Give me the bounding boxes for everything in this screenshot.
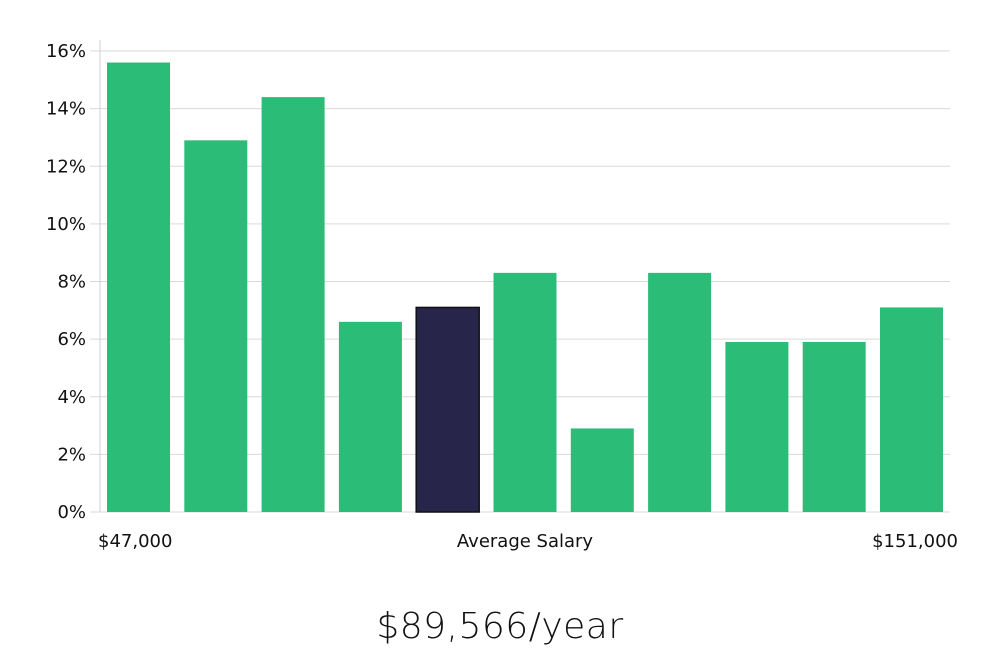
bar-highlight-average (415, 306, 480, 513)
bar (880, 307, 943, 512)
bar (184, 140, 248, 512)
y-tick-label: 2% (57, 444, 86, 465)
x-axis-title: Average Salary (457, 531, 594, 552)
y-tick-label: 12% (46, 156, 86, 177)
x-label-max: $151,000 (872, 531, 958, 552)
y-tick-label: 14% (46, 99, 86, 120)
x-label-min: $47,000 (98, 531, 172, 552)
y-tick-label: 6% (57, 329, 86, 350)
bar (107, 62, 170, 513)
bar (261, 97, 325, 512)
bar (802, 342, 866, 512)
y-tick-label: 16% (46, 41, 86, 62)
bar (338, 321, 402, 512)
average-salary-value: $89,566/year (376, 606, 624, 647)
bar (648, 272, 712, 512)
salary-distribution-chart: 0% 2% 4% 6% 8% 10% 12% 14% 16% $47,000 Average S… (46, 40, 958, 552)
y-tick-label: 8% (57, 272, 86, 293)
bar (493, 272, 557, 512)
bar (570, 428, 634, 512)
y-tick-label: 0% (57, 502, 86, 523)
y-tick-labels: 0% 2% 4% 6% 8% 10% 12% 14% 16% (46, 41, 86, 523)
y-tick-label: 4% (57, 387, 86, 408)
y-tick-label: 10% (46, 214, 86, 235)
bars (107, 62, 943, 513)
bar (725, 342, 789, 512)
